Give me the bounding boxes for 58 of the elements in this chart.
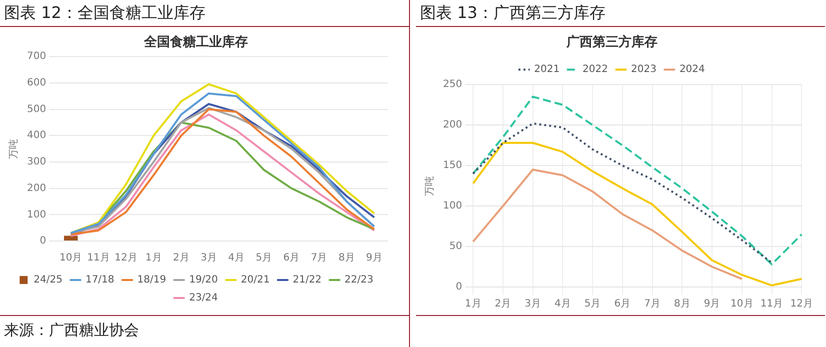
x-tick-label: 1月	[464, 298, 482, 310]
chart-title: 图表 12：全国食糖工业库存	[0, 0, 409, 27]
legend-label: 18/19	[137, 274, 166, 286]
x-tick-label: 12月	[790, 298, 814, 310]
y-tick-label: 100	[442, 200, 462, 212]
x-tick-label: 12月	[114, 252, 138, 264]
legend-label: 2024	[679, 64, 705, 76]
y-tick-label: 500	[26, 104, 46, 115]
x-tick-label: 9月	[366, 252, 382, 264]
y-tick-label: 700	[26, 51, 46, 62]
y-tick-label: 200	[442, 120, 462, 131]
chart-title: 图表 13：广西第三方库存	[416, 0, 825, 27]
x-tick-label: 11月	[760, 298, 784, 310]
x-tick-label: 4月	[554, 298, 571, 310]
y-tick-label: 50	[449, 241, 462, 252]
x-tick-label: 8月	[674, 298, 690, 310]
legend-label: 23/24	[189, 292, 218, 304]
x-tick-label: 4月	[228, 252, 245, 264]
legend-label: 22/23	[344, 274, 374, 286]
x-tick-label: 2月	[494, 298, 512, 310]
y-tick-label: 250	[442, 79, 462, 90]
legend-label: 21/22	[292, 274, 322, 286]
legend-label: 19/20	[189, 274, 218, 286]
x-tick-label: 1月	[145, 252, 162, 264]
legend-label: 17/18	[85, 274, 114, 286]
line-series	[472, 122, 773, 264]
x-tick-label: 5月	[584, 298, 601, 310]
y-axis-title: 万吨	[424, 176, 436, 196]
legend-label: 20/21	[240, 274, 270, 286]
x-tick-label: 6月	[283, 252, 300, 264]
y-tick-label: 200	[26, 182, 46, 194]
legend-label: 2022	[582, 64, 608, 76]
x-tick-label: 7月	[644, 298, 660, 310]
y-tick-label: 0	[456, 282, 462, 293]
x-tick-label: 9月	[704, 298, 720, 310]
y-axis-title: 万吨	[8, 138, 20, 159]
y-tick-label: 0	[40, 236, 46, 247]
y-tick-label: 100	[26, 209, 46, 220]
x-tick-label: 8月	[338, 252, 355, 264]
x-tick-label: 10月	[730, 298, 754, 310]
y-tick-label: 400	[26, 130, 46, 142]
x-tick-label: 3月	[524, 298, 542, 310]
x-tick-label: 6月	[614, 298, 631, 310]
x-tick-label: 7月	[310, 252, 328, 264]
x-tick-label: 3月	[200, 252, 217, 264]
y-tick-label: 300	[26, 156, 46, 168]
legend-label: 2023	[631, 64, 656, 76]
chart-subtitle: 广西第三方库存	[566, 34, 658, 50]
x-tick-label: 10月	[60, 252, 82, 264]
legend-label: 24/25	[34, 274, 62, 286]
y-tick-label: 150	[442, 160, 462, 172]
chart-subtitle: 全国食糖工业库存	[143, 34, 248, 50]
x-tick-label: 5月	[256, 252, 272, 264]
y-tick-label: 600	[26, 78, 46, 89]
x-tick-label: 11月	[87, 252, 110, 264]
x-tick-label: 2月	[172, 252, 190, 264]
source-note: 来源：广西糖业协会	[4, 321, 139, 339]
legend-label: 2021	[534, 64, 560, 76]
